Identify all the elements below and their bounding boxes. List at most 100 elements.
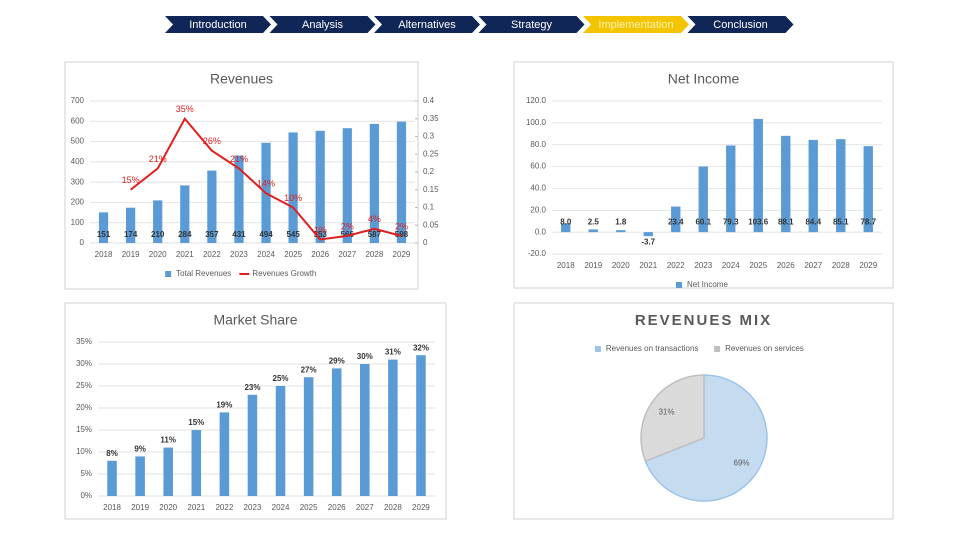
legend-label: Total Revenues: [176, 269, 231, 278]
nav-item[interactable]: Implementation: [598, 19, 673, 31]
x-tick-label: 2021: [187, 503, 205, 512]
bar: [126, 207, 136, 243]
bar: [303, 377, 314, 496]
data-label: 14%: [257, 179, 275, 189]
data-label: 2.5: [588, 217, 600, 226]
bar: [671, 206, 681, 233]
x-tick-label: 2020: [159, 503, 177, 512]
x-tick-label: 2028: [365, 250, 383, 259]
y-tick-label: -20.0: [528, 249, 547, 258]
data-label: 8.0: [560, 217, 572, 226]
y2-tick-label: 0.1: [423, 203, 435, 212]
y-tick-label: 100: [71, 218, 85, 227]
data-label: 553: [314, 230, 328, 239]
bar: [396, 121, 407, 243]
nav-item[interactable]: Conclusion: [713, 19, 767, 31]
x-tick-label: 2028: [384, 503, 402, 512]
y-tick-label: 40.0: [530, 184, 546, 193]
data-label: 15%: [188, 418, 204, 427]
data-label: 587: [368, 230, 382, 239]
data-label: 23.4: [668, 217, 684, 226]
x-tick-label: 2023: [244, 503, 262, 512]
data-label: 31%: [658, 408, 674, 417]
y2-tick-label: 0.4: [423, 96, 435, 105]
y2-tick-label: 0.35: [423, 114, 439, 123]
nav-item[interactable]: Alternatives: [398, 19, 456, 31]
nav-chevron: [687, 16, 794, 33]
legend-label: Revenues on services: [725, 344, 804, 353]
bar: [753, 118, 763, 233]
data-label: 2%: [395, 221, 408, 231]
data-label: 103.6: [748, 217, 769, 226]
y-tick-label: 500: [71, 137, 85, 146]
data-label: 431: [232, 230, 246, 239]
y2-tick-label: 0.2: [423, 167, 435, 176]
x-tick-label: 2019: [131, 503, 149, 512]
y-tick-label: 25%: [76, 381, 92, 390]
data-label: 545: [286, 230, 300, 239]
bar: [247, 394, 258, 496]
y-tick-label: 120.0: [526, 96, 547, 105]
data-label: 8%: [106, 449, 118, 458]
bar: [643, 232, 653, 237]
data-label: 15%: [122, 175, 140, 185]
bar: [191, 430, 202, 496]
bar: [588, 229, 598, 233]
data-label: 21%: [149, 154, 167, 164]
x-tick-label: 2029: [859, 261, 877, 270]
x-tick-label: 2028: [832, 261, 850, 270]
y-tick-label: 15%: [76, 425, 92, 434]
bar: [808, 139, 818, 233]
nav-chevron: [269, 16, 376, 33]
data-label: 79.3: [723, 217, 739, 226]
bar: [416, 355, 426, 496]
line: [130, 116, 402, 241]
x-tick-label: 2024: [722, 261, 740, 270]
data-label: 84.4: [805, 217, 821, 226]
y2-tick-label: 0.25: [423, 149, 439, 158]
y2-tick-label: 0.15: [423, 185, 439, 194]
data-label: 174: [124, 230, 138, 239]
data-label: 9%: [134, 445, 146, 454]
legend-swatch: [594, 346, 601, 352]
bar: [369, 123, 379, 243]
y-tick-label: 10%: [76, 447, 92, 456]
x-tick-label: 2024: [257, 250, 275, 259]
bar: [219, 412, 230, 496]
y-tick-label: 400: [71, 157, 85, 166]
x-tick-label: 2021: [176, 250, 194, 259]
data-label: 2%: [341, 221, 354, 231]
bar: [135, 456, 145, 496]
nav-chevron: [374, 16, 480, 33]
x-tick-label: 2025: [749, 261, 767, 270]
chart-title: Net Income: [668, 71, 740, 87]
data-label: 19%: [216, 401, 232, 410]
nav-item[interactable]: Analysis: [302, 19, 343, 31]
legend-label: Revenues Growth: [252, 269, 316, 278]
data-label: 151: [97, 230, 111, 239]
data-label: 357: [205, 230, 219, 239]
bar: [698, 166, 708, 233]
data-label: 30%: [357, 352, 373, 361]
data-label: 27%: [301, 365, 317, 374]
data-label: 29%: [329, 357, 345, 366]
chart-title: REVENUES MIX: [635, 312, 772, 329]
nav-chevron: [478, 16, 585, 33]
chart-title: Market Share: [213, 312, 297, 328]
nav-item[interactable]: Strategy: [511, 19, 552, 31]
x-tick-label: 2021: [639, 261, 657, 270]
data-label: 210: [151, 230, 165, 239]
x-tick-label: 2022: [203, 250, 221, 259]
x-tick-label: 2023: [694, 261, 712, 270]
y-tick-label: 5%: [80, 469, 92, 478]
data-label: 35%: [176, 104, 194, 114]
x-tick-label: 2025: [300, 503, 318, 512]
y2-tick-label: 0.05: [423, 220, 439, 229]
x-tick-label: 2018: [557, 261, 575, 270]
x-tick-label: 2022: [667, 261, 685, 270]
nav-item[interactable]: Introduction: [189, 19, 246, 31]
y-tick-label: 30%: [76, 359, 92, 368]
y-tick-label: 0: [80, 238, 85, 247]
y-tick-label: 0.0: [535, 227, 547, 236]
